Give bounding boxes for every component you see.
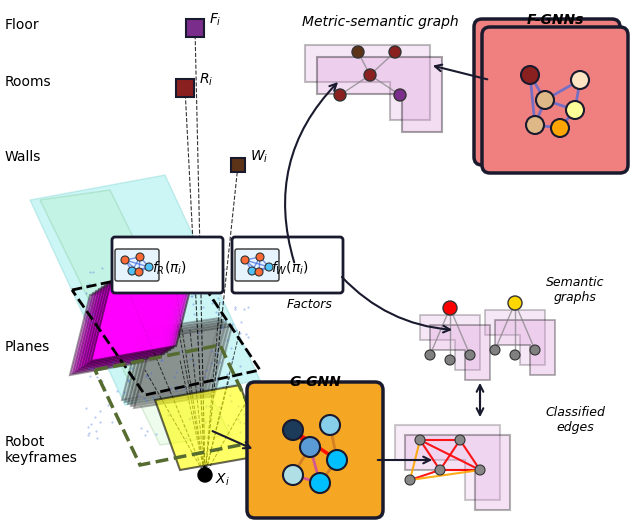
Text: $W_i$: $W_i$ (250, 149, 268, 165)
Polygon shape (395, 425, 500, 500)
Circle shape (435, 465, 445, 475)
Circle shape (255, 268, 263, 276)
Circle shape (425, 350, 435, 360)
Text: $F_i$: $F_i$ (209, 12, 221, 28)
Circle shape (455, 435, 465, 445)
FancyBboxPatch shape (247, 382, 383, 518)
Polygon shape (122, 318, 220, 400)
Text: $f_R(\pi_i)$: $f_R(\pi_i)$ (152, 259, 188, 277)
Polygon shape (495, 320, 555, 375)
Circle shape (521, 66, 539, 84)
FancyBboxPatch shape (186, 19, 204, 37)
Polygon shape (91, 266, 196, 361)
Text: Planes: Planes (5, 340, 51, 354)
Polygon shape (76, 276, 181, 371)
Circle shape (389, 46, 401, 58)
Circle shape (510, 350, 520, 360)
FancyBboxPatch shape (235, 249, 279, 281)
Circle shape (465, 350, 475, 360)
Circle shape (334, 89, 346, 101)
Circle shape (445, 355, 455, 365)
Polygon shape (305, 45, 430, 120)
Polygon shape (30, 175, 260, 405)
Circle shape (352, 46, 364, 58)
Text: G-GNN: G-GNN (289, 375, 341, 389)
Text: Classified
edges: Classified edges (545, 406, 605, 434)
FancyBboxPatch shape (115, 249, 159, 281)
FancyBboxPatch shape (112, 237, 223, 293)
Circle shape (145, 263, 153, 271)
Circle shape (415, 435, 425, 445)
Circle shape (198, 468, 212, 482)
Text: F-GNNs: F-GNNs (526, 13, 584, 27)
Circle shape (364, 69, 376, 81)
Polygon shape (125, 320, 223, 402)
Polygon shape (88, 268, 193, 363)
Polygon shape (131, 324, 229, 406)
Circle shape (475, 465, 485, 475)
Polygon shape (430, 325, 490, 380)
Text: Robot
keyframes: Robot keyframes (5, 435, 78, 465)
Circle shape (571, 71, 589, 89)
Text: Factors: Factors (287, 298, 333, 312)
FancyBboxPatch shape (482, 27, 628, 173)
Polygon shape (70, 280, 175, 375)
Circle shape (320, 415, 340, 435)
Polygon shape (79, 274, 184, 369)
Circle shape (566, 101, 584, 119)
Circle shape (128, 267, 136, 275)
Circle shape (536, 91, 554, 109)
Circle shape (405, 475, 415, 485)
Circle shape (526, 116, 544, 134)
Circle shape (283, 465, 303, 485)
Circle shape (135, 268, 143, 276)
Text: Rooms: Rooms (5, 75, 52, 89)
FancyBboxPatch shape (231, 158, 245, 172)
Circle shape (136, 253, 144, 261)
Circle shape (530, 345, 540, 355)
Text: Metric-semantic graph: Metric-semantic graph (301, 15, 458, 29)
Circle shape (265, 263, 273, 271)
Polygon shape (420, 315, 480, 370)
Circle shape (241, 256, 249, 264)
Polygon shape (405, 435, 510, 510)
Polygon shape (134, 326, 232, 408)
Polygon shape (85, 270, 190, 365)
Text: Walls: Walls (5, 150, 42, 164)
Circle shape (551, 119, 569, 137)
Circle shape (248, 267, 256, 275)
Circle shape (256, 253, 264, 261)
Polygon shape (128, 322, 226, 404)
Polygon shape (82, 272, 187, 367)
Text: Floor: Floor (5, 18, 40, 32)
Polygon shape (73, 278, 178, 373)
Text: $f_W(\pi_i)$: $f_W(\pi_i)$ (271, 259, 309, 277)
Polygon shape (317, 57, 442, 132)
FancyBboxPatch shape (474, 19, 620, 165)
Circle shape (283, 420, 303, 440)
Polygon shape (155, 385, 265, 470)
Text: $R_i$: $R_i$ (199, 72, 213, 88)
Circle shape (508, 296, 522, 310)
Circle shape (394, 89, 406, 101)
Circle shape (121, 256, 129, 264)
Polygon shape (485, 310, 545, 365)
FancyBboxPatch shape (176, 79, 194, 97)
Circle shape (490, 345, 500, 355)
Circle shape (443, 301, 457, 315)
Circle shape (300, 437, 320, 457)
Polygon shape (40, 190, 230, 445)
Circle shape (327, 450, 347, 470)
FancyBboxPatch shape (232, 237, 343, 293)
Text: Semantic
graphs: Semantic graphs (546, 276, 604, 304)
Circle shape (310, 473, 330, 493)
Text: $X_i$: $X_i$ (215, 472, 230, 488)
